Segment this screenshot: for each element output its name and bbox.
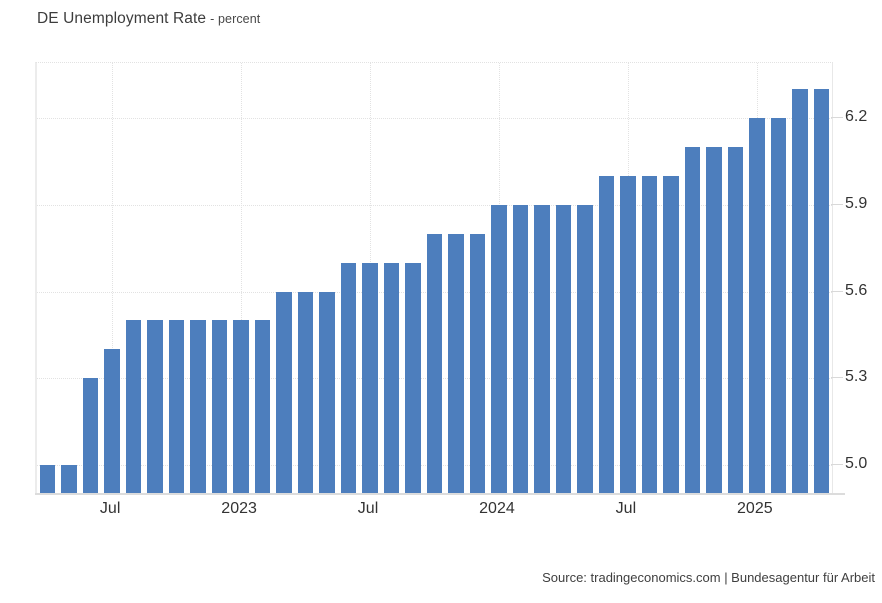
bar-may-2023[interactable]: [319, 291, 335, 494]
y-axis-label: 6.2: [845, 107, 868, 125]
bar-feb-2025[interactable]: [770, 117, 786, 494]
bar-feb-2024[interactable]: [512, 204, 529, 494]
y-axis-label: 5.0: [845, 455, 868, 473]
chart-title: DE Unemployment Rate - percent: [37, 10, 260, 28]
bar-aug-2022[interactable]: [125, 320, 142, 494]
x-axis-label: Jul: [615, 500, 637, 517]
bar-jun-2022[interactable]: [82, 378, 99, 494]
bar-may-2022[interactable]: [61, 465, 77, 494]
bar-mar-2024[interactable]: [534, 204, 550, 494]
bar-oct-2024[interactable]: [684, 146, 701, 494]
x-axis-label: 2024: [479, 500, 515, 517]
gridline-horizontal: [37, 204, 832, 206]
y-axis-label: 5.9: [845, 194, 868, 212]
bar-dec-2023[interactable]: [469, 233, 486, 494]
gridline-vertical: [112, 63, 114, 494]
bar-mar-2023[interactable]: [276, 291, 292, 494]
bar-mar-2025[interactable]: [792, 89, 808, 494]
bar-jan-2025[interactable]: [749, 117, 765, 494]
y-axis-tick: [831, 203, 843, 205]
bar-jul-2022[interactable]: [104, 349, 120, 494]
bar-jan-2024[interactable]: [491, 204, 507, 494]
bar-apr-2023[interactable]: [297, 291, 314, 494]
plot-area[interactable]: [35, 62, 833, 494]
x-axis-baseline: [35, 493, 845, 495]
y-axis-tick: [831, 116, 843, 118]
bar-apr-2022[interactable]: [40, 465, 56, 494]
bar-nov-2023[interactable]: [448, 233, 464, 494]
y-axis-label: 5.3: [845, 368, 868, 386]
x-axis-label: Jul: [357, 500, 379, 517]
bar-may-2024[interactable]: [577, 204, 593, 494]
y-axis-label: 5.6: [845, 281, 868, 299]
bar-apr-2024[interactable]: [555, 204, 572, 494]
source-attribution: Source: tradingeconomics.com | Bundesage…: [542, 570, 875, 585]
bar-sep-2022[interactable]: [147, 320, 163, 494]
bar-oct-2022[interactable]: [168, 320, 185, 494]
x-axis-label: Jul: [99, 500, 121, 517]
bar-jul-2024[interactable]: [620, 175, 636, 494]
bar-sep-2023[interactable]: [405, 262, 421, 494]
gridline-horizontal: [37, 117, 832, 119]
bar-feb-2023[interactable]: [254, 320, 271, 494]
bar-jun-2023[interactable]: [340, 262, 357, 494]
bar-sep-2024[interactable]: [663, 175, 679, 494]
bar-dec-2024[interactable]: [727, 146, 744, 494]
bar-jan-2023[interactable]: [233, 320, 249, 494]
bar-jun-2024[interactable]: [598, 175, 615, 494]
chart-title-text: DE Unemployment Rate: [37, 10, 207, 27]
bar-apr-2025[interactable]: [813, 89, 829, 494]
x-axis-label: 2025: [737, 500, 773, 517]
x-axis-label: 2023: [221, 500, 257, 517]
bar-dec-2022[interactable]: [211, 320, 228, 494]
bar-nov-2022[interactable]: [190, 320, 206, 494]
y-axis-tick: [831, 377, 843, 379]
y-axis-tick: [831, 290, 843, 292]
bar-oct-2023[interactable]: [426, 233, 443, 494]
chart-title-unit: - percent: [210, 12, 261, 26]
gridline-vertical: [241, 63, 243, 494]
bar-jul-2023[interactable]: [362, 262, 378, 494]
bar-nov-2024[interactable]: [706, 146, 722, 494]
y-axis-tick: [831, 464, 843, 466]
bar-aug-2024[interactable]: [641, 175, 658, 494]
bar-aug-2023[interactable]: [383, 262, 400, 494]
